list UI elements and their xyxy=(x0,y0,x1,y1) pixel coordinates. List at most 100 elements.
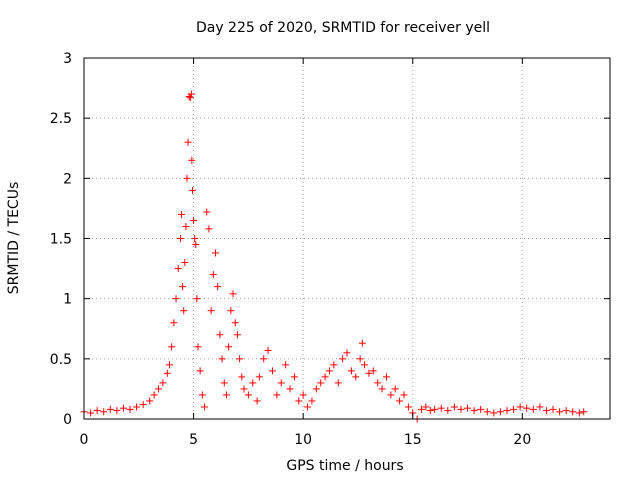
data-point xyxy=(378,385,386,393)
data-point xyxy=(542,407,550,415)
data-point xyxy=(193,295,201,303)
data-point xyxy=(450,403,458,411)
data-point xyxy=(253,397,261,405)
data-point xyxy=(374,379,382,387)
data-point xyxy=(308,397,316,405)
y-tick-label: 0 xyxy=(63,412,72,428)
data-point xyxy=(418,405,426,413)
data-point xyxy=(286,385,294,393)
data-point xyxy=(282,361,290,369)
y-tick-label: 1 xyxy=(63,292,72,308)
data-point xyxy=(196,367,204,375)
x-axis-title: GPS time / hours xyxy=(286,458,403,474)
data-point xyxy=(264,346,272,354)
data-point xyxy=(575,409,583,417)
data-point xyxy=(431,405,439,413)
data-point xyxy=(470,407,478,415)
data-point xyxy=(277,379,285,387)
data-point xyxy=(343,349,351,357)
x-tick-label: 10 xyxy=(294,432,312,448)
data-point xyxy=(207,307,215,315)
data-point xyxy=(361,361,369,369)
y-tick-label: 1.5 xyxy=(50,232,72,248)
data-point xyxy=(523,404,531,412)
data-point xyxy=(225,343,233,351)
data-point xyxy=(187,90,195,98)
data-point xyxy=(172,295,180,303)
data-point xyxy=(159,379,167,387)
data-point xyxy=(194,343,202,351)
data-point xyxy=(422,403,430,411)
data-point xyxy=(536,403,544,411)
data-point xyxy=(178,210,186,218)
data-point xyxy=(356,355,364,363)
y-tick-label: 3 xyxy=(63,51,72,67)
data-point xyxy=(192,241,200,249)
data-point xyxy=(188,156,196,164)
chart-title: Day 225 of 2020, SRMTID for receiver yel… xyxy=(196,20,490,36)
data-point xyxy=(426,407,434,415)
y-axis-title: SRMTID / TECUs xyxy=(6,182,22,295)
data-point xyxy=(216,331,224,339)
data-point xyxy=(174,265,182,273)
data-point xyxy=(182,222,190,230)
data-point xyxy=(214,283,222,291)
data-point xyxy=(100,408,108,416)
data-point xyxy=(404,403,412,411)
data-point xyxy=(150,391,158,399)
data-point xyxy=(334,379,342,387)
data-point xyxy=(181,259,189,267)
data-point xyxy=(347,367,355,375)
data-point xyxy=(113,407,121,415)
y-tick-label: 0.5 xyxy=(50,352,72,368)
data-point xyxy=(133,403,141,411)
data-point xyxy=(163,369,171,377)
data-point xyxy=(155,385,163,393)
data-point xyxy=(180,307,188,315)
data-point xyxy=(273,391,281,399)
data-point xyxy=(205,225,213,233)
data-point xyxy=(304,403,312,411)
data-point xyxy=(198,391,206,399)
data-point xyxy=(444,407,452,415)
data-point xyxy=(240,385,248,393)
data-point xyxy=(244,391,252,399)
data-point xyxy=(510,405,518,413)
data-point xyxy=(222,391,230,399)
data-point xyxy=(295,397,303,405)
data-point xyxy=(382,373,390,381)
data-point xyxy=(339,355,347,363)
data-point xyxy=(503,407,511,415)
data-point xyxy=(387,391,395,399)
y-tick-label: 2.5 xyxy=(50,111,72,127)
data-point xyxy=(464,404,472,412)
x-tick-label: 0 xyxy=(80,432,89,448)
data-point xyxy=(255,373,263,381)
data-point xyxy=(391,385,399,393)
x-tick-labels: 0 5 10 15 20 xyxy=(80,432,532,448)
data-point xyxy=(556,408,564,416)
data-point xyxy=(249,379,257,387)
data-point xyxy=(358,339,366,347)
data-point xyxy=(549,405,557,413)
data-point xyxy=(201,403,209,411)
data-point xyxy=(170,319,178,327)
data-point xyxy=(165,361,173,369)
x-tick-label: 15 xyxy=(404,432,422,448)
data-point xyxy=(106,405,114,413)
data-point xyxy=(212,249,219,257)
data-point xyxy=(139,401,147,409)
data-point xyxy=(231,319,239,327)
data-point xyxy=(203,208,211,216)
data-points xyxy=(80,90,588,423)
data-point xyxy=(183,174,191,182)
data-point xyxy=(184,138,192,146)
data-point xyxy=(290,373,298,381)
data-point xyxy=(325,367,333,375)
plot-frame xyxy=(83,57,611,420)
data-point xyxy=(238,373,246,381)
data-point xyxy=(186,94,194,102)
data-point xyxy=(268,367,276,375)
data-point xyxy=(188,186,196,194)
